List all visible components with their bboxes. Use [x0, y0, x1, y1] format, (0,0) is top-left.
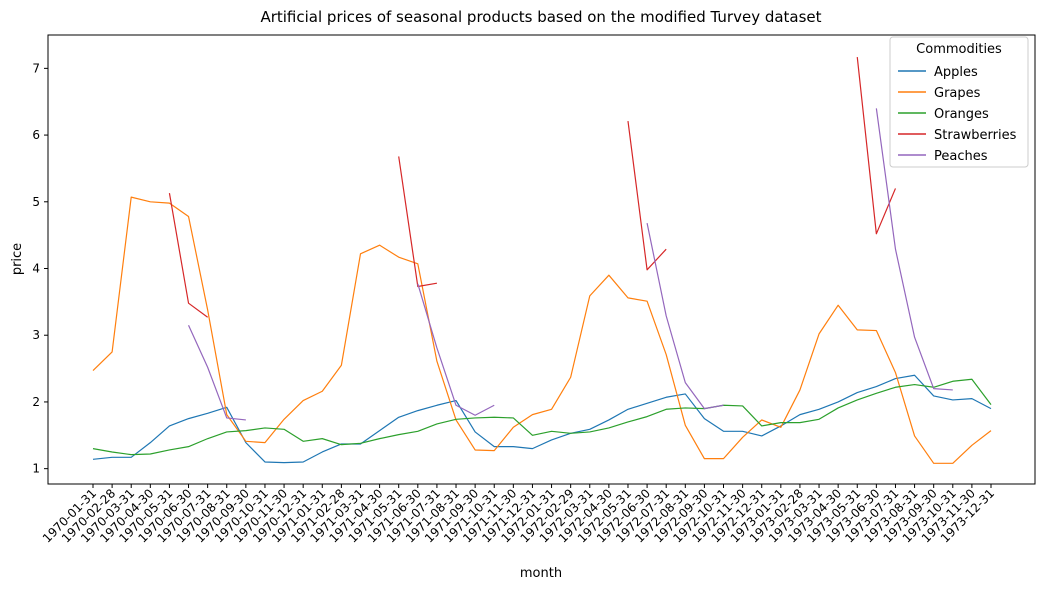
series-line-grapes-0 — [92, 196, 992, 464]
legend-entries: Apples Grapes Oranges Strawberries Peaches — [898, 65, 1017, 164]
series-line-apples-0 — [92, 374, 992, 464]
series-peaches — [187, 108, 953, 421]
plot-frame — [47, 34, 1036, 485]
legend-label: Strawberries — [934, 128, 1017, 143]
series-line-peaches-1 — [417, 283, 495, 416]
legend-label: Apples — [934, 65, 978, 80]
series-oranges — [92, 378, 992, 456]
series-line-peaches-0 — [187, 324, 246, 421]
series-line-peaches-3 — [875, 108, 953, 391]
legend-entry-apples: Apples — [898, 65, 978, 80]
series-grapes — [92, 196, 992, 464]
legend-title: Commodities — [916, 42, 1002, 57]
y-tick-label: 3 — [32, 328, 40, 342]
y-tick-label: 5 — [32, 195, 40, 209]
y-tick-label: 6 — [32, 128, 40, 142]
y-axis-label: price — [10, 243, 25, 275]
y-tick-label: 1 — [32, 462, 40, 476]
legend-entry-oranges: Oranges — [898, 107, 989, 122]
series-line-oranges-0 — [92, 378, 992, 456]
legend: Commodities Apples Grapes Oranges Strawberr… — [889, 36, 1029, 168]
x-axis: 1970-01-311970-02-281970-03-311970-04-30… — [40, 484, 997, 545]
legend-entry-strawberries: Strawberries — [898, 128, 1017, 143]
series-line-peaches-2 — [646, 223, 724, 410]
y-tick-label: 7 — [32, 61, 40, 75]
y-tick-label: 4 — [32, 262, 40, 276]
legend-entry-grapes: Grapes — [898, 86, 981, 101]
series-line-strawberries-0 — [168, 193, 208, 318]
legend-label: Peaches — [934, 149, 988, 164]
chart-title: Artificial prices of seasonal products b… — [260, 8, 821, 26]
series-strawberries — [168, 56, 897, 318]
series-line-strawberries-2 — [627, 120, 667, 271]
legend-label: Oranges — [934, 107, 989, 122]
series-line-strawberries-1 — [398, 156, 438, 288]
y-tick-label: 2 — [32, 395, 40, 409]
y-axis: 1 2 3 4 5 6 7 — [32, 61, 48, 476]
plot-content — [92, 56, 992, 464]
legend-entry-peaches: Peaches — [898, 149, 988, 164]
legend-label: Grapes — [934, 86, 981, 101]
series-apples — [92, 374, 992, 464]
x-axis-label: month — [520, 566, 562, 581]
